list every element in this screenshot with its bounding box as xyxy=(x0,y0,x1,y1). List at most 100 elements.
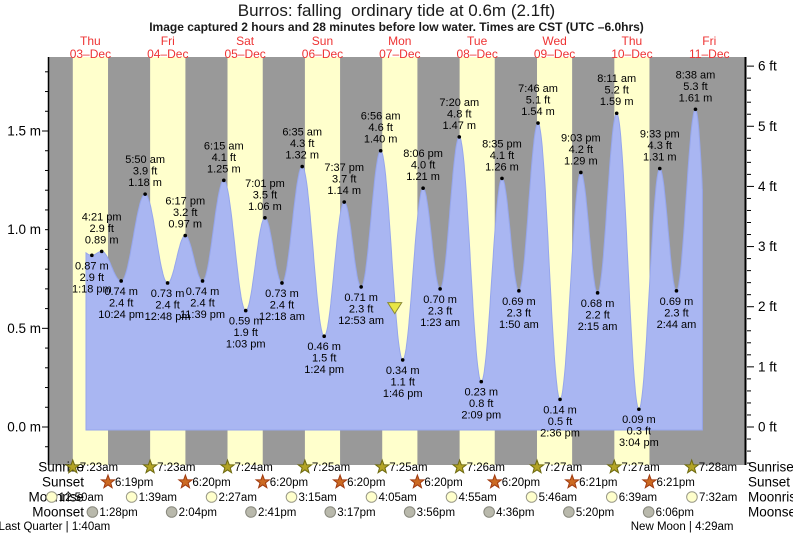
sunrise-time: 7:25am xyxy=(312,462,350,474)
tide-point-dot xyxy=(674,289,679,293)
moonset-icon xyxy=(642,506,655,518)
tide-low-label: 0.69 m 2.3 ft 2:44 am xyxy=(657,296,697,331)
moonset-icon xyxy=(86,506,99,518)
tide-low-label: 0.70 m 2.3 ft 1:23 am xyxy=(420,294,460,329)
tide-point-dot xyxy=(614,111,619,116)
moonset-time: 3:56pm xyxy=(417,507,455,519)
tide-high-label: 7:01 pm 3.5 ft 1.06 m xyxy=(245,178,285,213)
tide-high-label: 7:37 pm 3.7 ft 1.14 m xyxy=(324,162,364,197)
y-axis-label-ft: 2 ft xyxy=(758,299,777,314)
sunset-time: 6:21pm xyxy=(656,477,694,489)
tide-point-dot xyxy=(595,291,600,295)
tide-point-dot xyxy=(263,216,267,220)
tide-point-dot xyxy=(119,279,123,283)
moonrise-time: 6:39am xyxy=(619,492,657,504)
moonset-time: 6:06pm xyxy=(656,507,694,519)
chart-subtitle: Image captured 2 hours and 28 minutes be… xyxy=(149,20,644,34)
tide-low-label: 0.09 m 0.3 ft 3:04 pm xyxy=(619,414,659,449)
sunrise-time: 7:26am xyxy=(467,462,505,474)
tide-high-label: 9:33 pm 4.3 ft 1.31 m xyxy=(640,128,680,163)
sunrise-star-icon xyxy=(528,458,546,474)
sunset-row-label-left: Sunset xyxy=(42,475,84,490)
sunset-time: 6:20pm xyxy=(347,477,385,489)
y-axis-label-ft: 4 ft xyxy=(758,179,777,194)
tide-low-label: 0.34 m 1.1 ft 1:46 pm xyxy=(383,365,423,400)
sunset-star-icon xyxy=(486,473,503,489)
tide-high-label: 4:21 pm 2.9 ft 0.89 m xyxy=(82,211,122,246)
moonrise-icon xyxy=(525,491,538,503)
moonset-row-label-right: Moonset xyxy=(748,505,793,520)
moonrise-icon xyxy=(605,491,618,503)
moonset-time: 4:36pm xyxy=(496,507,534,519)
y-axis-label-ft: 0 ft xyxy=(758,420,777,435)
tide-point-dot xyxy=(322,334,326,339)
tide-high-label: 5:50 am 3.9 ft 1.18 m xyxy=(125,154,165,189)
moonrise-icon xyxy=(686,491,698,503)
y-axis-label-ft: 1 ft xyxy=(758,359,777,374)
tide-point-dot xyxy=(657,166,662,171)
tide-point-dot xyxy=(342,200,347,204)
moonset-time: 2:04pm xyxy=(179,507,217,519)
sunrise-time: 7:23am xyxy=(80,462,118,474)
moonset-row-label-left: Moonset xyxy=(32,505,84,520)
tide-point-dot xyxy=(693,107,698,112)
tide-high-label: 6:35 am 4.3 ft 1.32 m xyxy=(282,127,322,162)
tide-point-dot xyxy=(500,176,504,181)
y-axis-label-ft: 6 ft xyxy=(758,59,777,74)
moon-phase-label: New Moon | 4:29am xyxy=(631,521,734,533)
tide-high-label: 8:35 pm 4.1 ft 1.26 m xyxy=(482,138,522,173)
sunrise-star-icon xyxy=(683,458,700,474)
tide-point-dot xyxy=(637,407,641,412)
tide-point-dot xyxy=(457,135,462,139)
moonrise-icon xyxy=(285,491,298,503)
sunset-star-icon xyxy=(564,473,581,489)
moonrise-time: 12:50am xyxy=(59,492,104,504)
moonset-time: 5:20pm xyxy=(576,507,614,519)
tide-high-label: 7:46 am 5.1 ft 1.54 m xyxy=(518,83,558,118)
tide-low-label: 0.87 m 2.9 ft 1:18 pm xyxy=(72,260,112,295)
sunrise-star-icon xyxy=(374,458,391,474)
sunrise-time: 7:25am xyxy=(389,462,427,474)
day-header: Wed 09–Dec xyxy=(534,34,575,61)
tide-point-dot xyxy=(200,279,205,283)
tide-point-dot xyxy=(359,285,363,289)
moonset-icon xyxy=(245,506,257,518)
tide-low-label: 0.73 m 2.4 ft 12:48 pm xyxy=(145,288,191,323)
tide-high-label: 6:17 pm 3.2 ft 0.97 m xyxy=(165,196,205,231)
y-axis-label-m: 1.0 m xyxy=(7,222,41,237)
sunrise-time: 7:23am xyxy=(157,462,195,474)
y-axis-label-ft: 5 ft xyxy=(758,119,777,134)
tide-point-dot xyxy=(300,164,305,169)
tide-point-dot xyxy=(99,249,104,254)
sunset-time: 6:20pm xyxy=(424,477,462,489)
tide-point-dot xyxy=(438,287,442,291)
current-level-marker xyxy=(386,302,403,315)
sunset-row-label-right: Sunset xyxy=(748,475,790,490)
day-header: Thu 10–Dec xyxy=(611,34,652,61)
y-axis-label-m: 0.0 m xyxy=(7,420,41,435)
sunrise-time: 7:27am xyxy=(544,462,582,474)
tide-point-dot xyxy=(165,281,170,285)
moonrise-time: 5:46am xyxy=(539,492,577,504)
sunset-star-icon xyxy=(332,473,349,489)
moonset-icon xyxy=(165,506,178,518)
tide-low-label: 0.59 m 1.9 ft 1:03 pm xyxy=(226,316,266,351)
tide-point-dot xyxy=(517,289,521,293)
day-header: Thu 03–Dec xyxy=(70,34,111,61)
sunrise-time: 7:24am xyxy=(235,462,273,474)
tide-low-label: 0.73 m 2.4 ft 12:18 am xyxy=(259,288,305,323)
tide-point-dot xyxy=(558,397,562,402)
tide-point-dot xyxy=(183,233,188,238)
day-header: Mon 07–Dec xyxy=(379,34,420,61)
moonset-time: 1:28pm xyxy=(99,507,137,519)
sunset-time: 6:19pm xyxy=(115,477,153,489)
sunrise-time: 7:27am xyxy=(621,462,659,474)
tide-point-dot xyxy=(222,178,226,183)
day-header: Sun 06–Dec xyxy=(302,34,343,61)
sunset-star-icon xyxy=(177,473,194,489)
tide-low-label: 0.23 m 0.8 ft 2:09 pm xyxy=(461,387,501,422)
sunset-star-icon xyxy=(254,473,271,489)
tide-high-label: 6:56 am 4.6 ft 1.40 m xyxy=(361,111,401,146)
moonset-icon xyxy=(483,506,495,518)
